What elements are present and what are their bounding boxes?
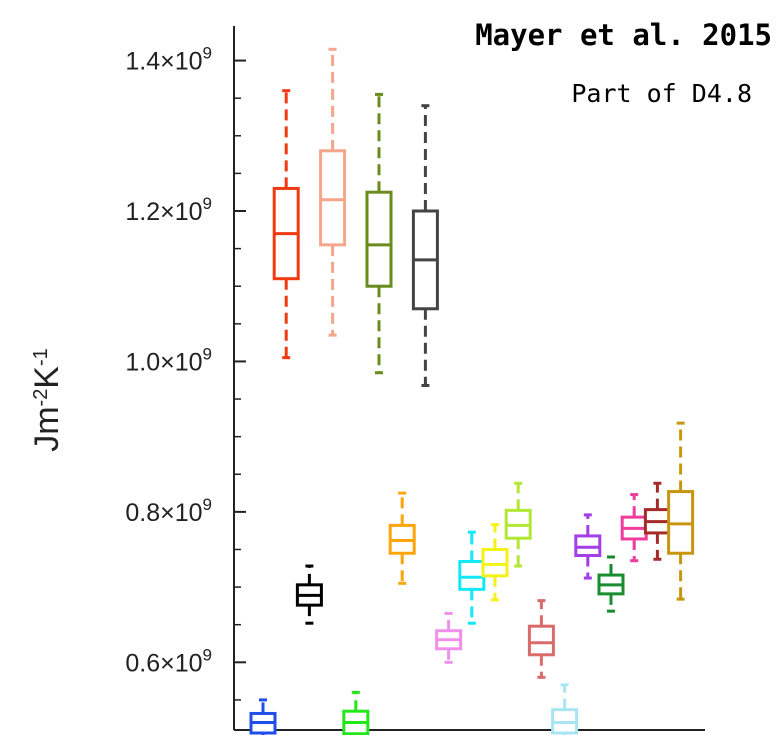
box-8 <box>411 104 439 388</box>
box-15 <box>574 513 602 580</box>
box-19 <box>667 421 695 601</box>
tick-exponent: 9 <box>203 645 212 664</box>
y-tick-label: 0.6×109 <box>125 645 212 677</box>
iqr-box <box>667 490 695 555</box>
box-18 <box>643 481 671 561</box>
y-axis-label: Jm-2K-1 <box>28 348 66 452</box>
iqr-box <box>481 547 509 578</box>
annotation-subtitle: Part of D4.8 <box>571 79 752 108</box>
iqr-box <box>527 624 555 657</box>
tick-mantissa: 1.0 <box>125 348 160 376</box>
box-10 <box>458 530 486 625</box>
y-tick-label: 0.8×109 <box>125 495 212 527</box>
ylabel-jm: Jm <box>28 406 66 451</box>
box-7 <box>388 491 416 585</box>
box-6 <box>365 92 393 375</box>
tick-base: ×10 <box>160 348 202 376</box>
tick-exponent: 9 <box>203 44 212 63</box>
tick-exponent: 9 <box>203 194 212 213</box>
iqr-box <box>574 534 602 557</box>
box-3 <box>295 564 323 625</box>
tick-base: ×10 <box>160 198 202 226</box>
annotation-title: Mayer et al. 2015 <box>475 18 772 52</box>
tick-mantissa: 0.6 <box>125 649 160 677</box>
iqr-box <box>319 149 347 247</box>
tick-mantissa: 1.4 <box>125 48 160 76</box>
tick-base: ×10 <box>160 499 202 527</box>
y-tick-label: 1.4×109 <box>125 44 212 76</box>
tick-base: ×10 <box>160 649 202 677</box>
tick-exponent: 9 <box>203 495 212 514</box>
tick-mantissa: 1.2 <box>125 198 160 226</box>
box-17 <box>620 493 648 563</box>
tick-mantissa: 0.8 <box>125 499 160 527</box>
tick-exponent: 9 <box>203 344 212 363</box>
box-12 <box>504 481 532 568</box>
box-5 <box>342 690 370 740</box>
box-1 <box>249 698 277 740</box>
box-14 <box>551 683 579 740</box>
box-2 <box>272 89 300 360</box>
iqr-box <box>458 560 486 591</box>
box-16 <box>597 555 625 613</box>
tick-base: ×10 <box>160 48 202 76</box>
ylabel-exp1: -2 <box>30 389 52 407</box>
y-tick-label: 1.2×109 <box>125 194 212 226</box>
iqr-box <box>365 190 393 288</box>
box-11 <box>481 523 509 602</box>
ylabel-k: K <box>28 366 66 389</box>
box-9 <box>435 611 463 664</box>
box-13 <box>527 599 555 679</box>
box-4 <box>319 47 347 337</box>
box-series <box>249 47 695 740</box>
y-tick-label: 1.0×109 <box>125 344 212 376</box>
ylabel-exp2: -1 <box>30 348 52 366</box>
